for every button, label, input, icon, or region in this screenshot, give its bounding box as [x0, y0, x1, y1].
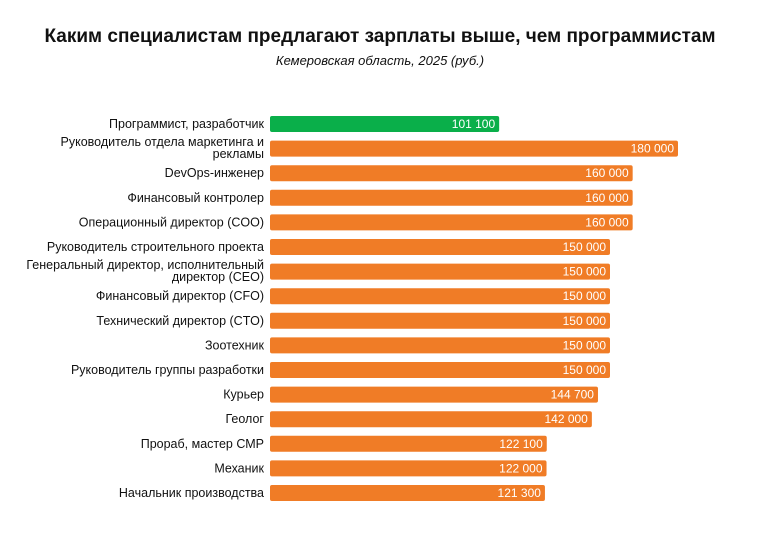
- bar-value-label: 121 300: [498, 486, 542, 500]
- category-label: Технический директор (CTO): [96, 314, 264, 328]
- bar-value-label: 142 000: [544, 412, 588, 426]
- category-label: Руководитель строительного проекта: [47, 240, 264, 254]
- bar: [270, 337, 610, 354]
- bar-value-label: 160 000: [585, 166, 629, 180]
- bar-value-label: 150 000: [563, 240, 607, 254]
- bar-value-label: 122 100: [499, 437, 543, 451]
- bar: [270, 263, 610, 280]
- bar: [270, 411, 592, 428]
- bar: [270, 214, 633, 231]
- bar-value-label: 160 000: [585, 215, 629, 229]
- bar-value-label: 150 000: [563, 289, 607, 303]
- bar: [270, 435, 547, 452]
- category-label: Руководитель группы разработки: [71, 363, 264, 377]
- bar: [270, 239, 610, 255]
- category-label: Программист, разработчик: [109, 117, 265, 131]
- bar: [270, 362, 610, 378]
- category-label: Финансовый директор (CFO): [96, 289, 264, 303]
- bar: [270, 140, 678, 157]
- bar-value-label: 150 000: [563, 265, 607, 279]
- category-label: Руководитель отдела маркетинга и рекламы: [61, 135, 265, 161]
- bar: [270, 460, 547, 477]
- category-label: DevOps-инженер: [165, 166, 264, 180]
- category-label: Операционный директор (COO): [79, 215, 264, 229]
- bar: [270, 312, 610, 329]
- bar: [270, 189, 633, 206]
- chart-title: Каким специалистам предлагают зарплаты в…: [44, 26, 716, 47]
- bar-value-label: 180 000: [631, 142, 675, 156]
- category-label: Прораб, мастер СМР: [141, 437, 264, 451]
- bar: [270, 116, 500, 132]
- bar-value-label: 122 000: [499, 461, 543, 475]
- bar: [270, 165, 633, 182]
- bar: [270, 485, 545, 501]
- chart-subtitle: Кемеровская область, 2025 (руб.): [275, 53, 485, 68]
- category-label: Геолог: [225, 412, 264, 426]
- bar-value-label: 150 000: [563, 338, 607, 352]
- category-label: Начальник производства: [119, 486, 264, 500]
- bar-value-label: 144 700: [551, 388, 595, 402]
- category-label: Механик: [214, 461, 264, 475]
- bar-value-label: 150 000: [563, 314, 607, 328]
- bar-value-label: 160 000: [585, 191, 629, 205]
- bar: [270, 386, 598, 403]
- category-label: Зоотехник: [205, 338, 265, 352]
- category-label: Генеральный директор, исполнительный дире…: [26, 258, 264, 284]
- bar-value-label: 101 100: [452, 117, 496, 131]
- category-label: Курьер: [223, 388, 264, 402]
- bar-value-label: 150 000: [563, 363, 607, 377]
- bar: [270, 288, 610, 305]
- category-label: Финансовый контролер: [127, 191, 264, 205]
